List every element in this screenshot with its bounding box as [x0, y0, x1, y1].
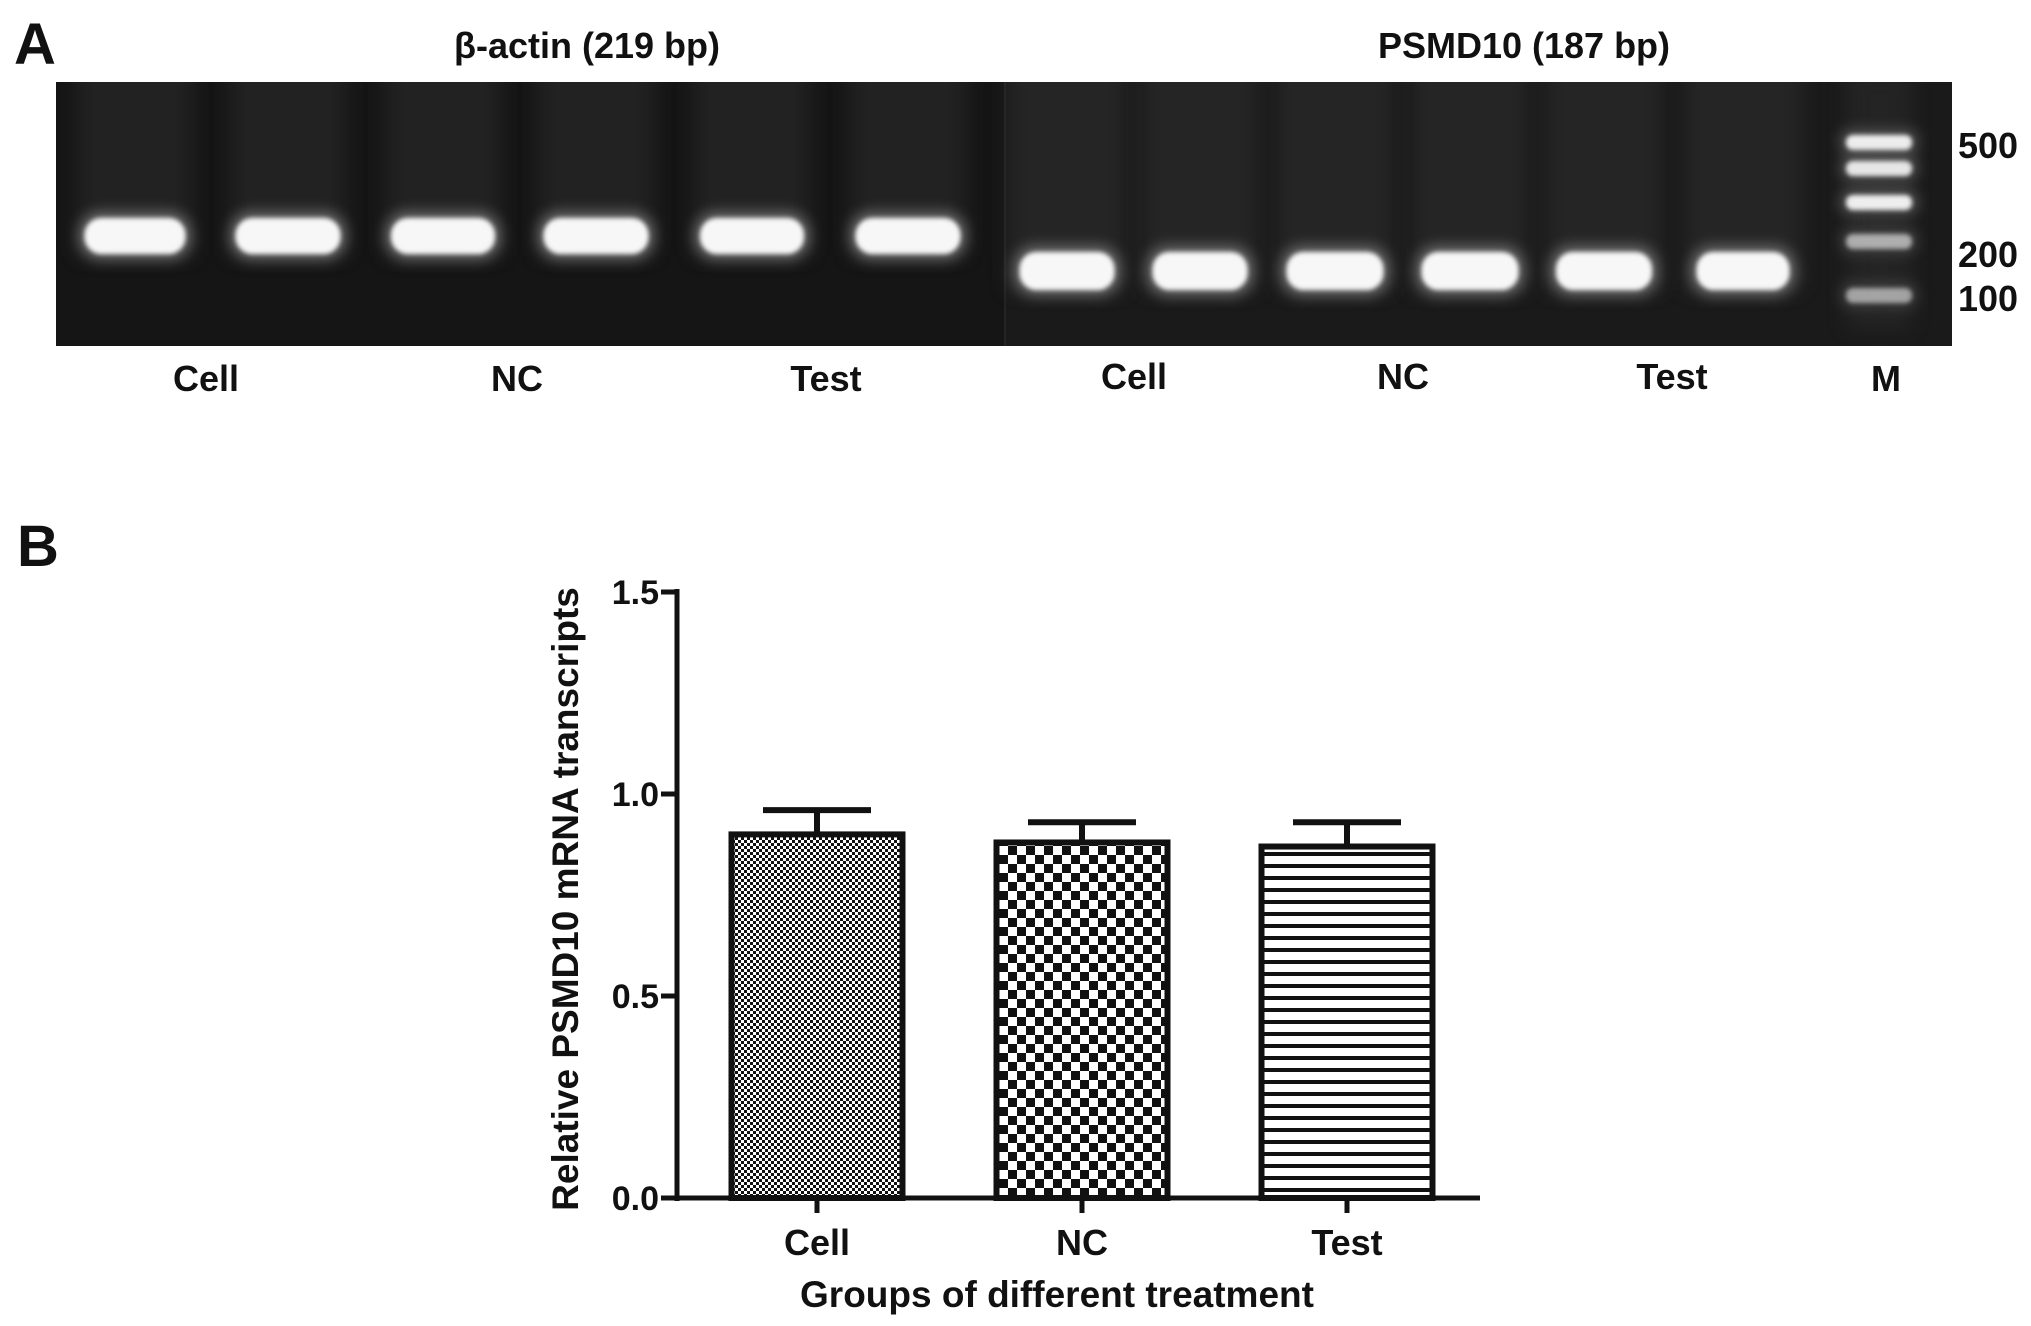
marker-label-100: 100	[1958, 278, 2018, 319]
marker-band-5	[1846, 288, 1912, 303]
band-beta-actin-4	[543, 218, 649, 254]
lane-label-nc-actin: NC	[491, 358, 543, 399]
y-axis-title: Relative PSMD10 mRNA transcripts	[545, 587, 586, 1211]
x-axis-title: Groups of different treatment	[800, 1274, 1314, 1315]
panel-a-letter: A	[14, 12, 56, 77]
marker-label-500: 500	[1958, 125, 2018, 166]
band-beta-actin-1	[84, 218, 186, 254]
y-tick-label-2: 1.0	[612, 776, 659, 814]
panel-b: B Relative PSMD10 mRNA transcripts Group…	[17, 514, 1480, 1315]
marker-label-200: 200	[1958, 234, 2018, 275]
bar-cell	[728, 831, 906, 1202]
x-tick-label-nc: NC	[1056, 1222, 1108, 1263]
lane-labels: Cell NC Test Cell NC Test M	[173, 356, 1901, 399]
bar-nc	[993, 839, 1171, 1201]
bar-chart: Cell NC Test 0.0 0.5 1.0 1.5	[612, 574, 1480, 1263]
band-psmd10-2	[1152, 252, 1248, 290]
marker-band-3	[1846, 195, 1912, 210]
lane-label-nc-psmd10: NC	[1377, 356, 1429, 397]
bar-test	[1258, 843, 1436, 1202]
lane-label-test-actin: Test	[790, 358, 861, 399]
band-beta-actin-5	[700, 218, 804, 254]
band-psmd10-1	[1019, 252, 1115, 290]
panel-b-letter: B	[17, 514, 59, 579]
y-tick-label-3: 1.5	[612, 574, 659, 612]
lane-label-marker: M	[1871, 358, 1901, 399]
gel-background-left	[56, 82, 1005, 346]
lane-label-test-psmd10: Test	[1636, 356, 1707, 397]
lane-label-cell-actin: Cell	[173, 358, 239, 399]
band-beta-actin-3	[391, 218, 495, 254]
band-beta-actin-6	[855, 218, 961, 254]
marker-size-labels: 500 200 100	[1958, 125, 2018, 319]
marker-band-1	[1846, 135, 1912, 150]
x-tick-label-cell: Cell	[784, 1222, 850, 1263]
band-psmd10-6	[1696, 252, 1790, 290]
marker-band-2	[1846, 161, 1912, 176]
lane-label-cell-psmd10: Cell	[1101, 356, 1167, 397]
panel-a: A β-actin (219 bp) PSMD10 (187 bp) Cell …	[14, 12, 2018, 399]
band-beta-actin-2	[235, 218, 341, 254]
y-tick-label-0: 0.0	[612, 1180, 659, 1218]
gel-image	[56, 82, 1952, 346]
marker-band-4	[1846, 234, 1912, 249]
gel-title-beta-actin: β-actin (219 bp)	[454, 25, 720, 66]
band-psmd10-5	[1556, 252, 1652, 290]
gel-title-psmd10: PSMD10 (187 bp)	[1378, 25, 1670, 66]
band-psmd10-3	[1286, 252, 1384, 290]
y-tick-label-1: 0.5	[612, 978, 659, 1016]
band-psmd10-4	[1421, 252, 1519, 290]
x-tick-label-test: Test	[1311, 1222, 1382, 1263]
